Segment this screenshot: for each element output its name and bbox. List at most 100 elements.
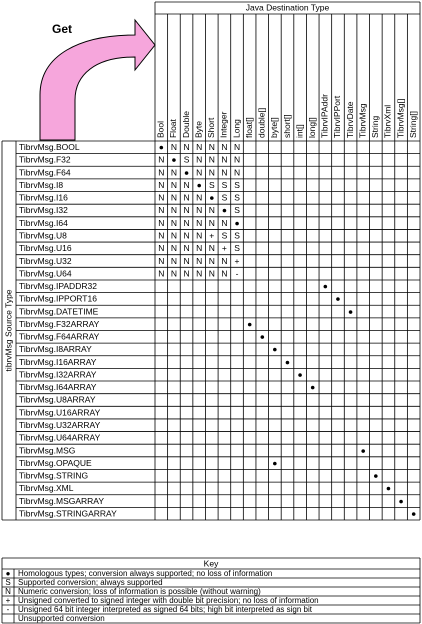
cell-symbol: ● <box>260 332 265 342</box>
key-symbol: ● <box>6 569 11 578</box>
cell-symbol: ● <box>411 508 416 518</box>
cell-symbol: N <box>183 268 189 278</box>
cell-symbol: ● <box>272 458 277 468</box>
cell-symbol: ● <box>310 382 315 392</box>
cell-symbol: N <box>183 256 189 266</box>
cell-symbol: ● <box>335 294 340 304</box>
cell-symbol: ● <box>386 483 391 493</box>
key-title: Key <box>204 558 219 568</box>
cell-symbol: ● <box>234 218 239 228</box>
cell-symbol: N <box>183 142 189 152</box>
column-header: Long <box>231 119 241 138</box>
row-label: TibrvMsg.I64 <box>19 218 68 228</box>
row-label: TibrvMsg.OPAQUE <box>19 458 92 468</box>
row-label: TibrvMsg.STRING <box>19 471 88 481</box>
row-label: TibrvMsg.U8 <box>19 231 67 241</box>
cell-symbol: N <box>221 256 227 266</box>
key-text: Supported conversion; always supported <box>18 578 163 587</box>
cell-symbol: N <box>196 243 202 253</box>
cell-symbol: N <box>196 256 202 266</box>
row-label: TibrvMsg.U64ARRAY <box>19 433 101 443</box>
row-label: TibrvMsg.F64 <box>19 167 71 177</box>
key-symbol: N <box>5 587 11 596</box>
cell-symbol: N <box>209 205 215 215</box>
key-symbol: S <box>5 578 10 587</box>
cell-symbol: S <box>234 231 240 241</box>
cell-symbol: N <box>209 167 215 177</box>
column-header: byte[] <box>269 117 279 138</box>
column-header: TibrvIPAddr <box>320 94 330 138</box>
cell-symbol: N <box>234 155 240 165</box>
cell-symbol: S <box>222 193 228 203</box>
row-label: TibrvMsg.I32ARRAY <box>19 369 97 379</box>
key-text: Unsigned converted to signed integer wit… <box>18 596 319 605</box>
cell-symbol: N <box>171 167 177 177</box>
row-label: TibrvMsg.I32 <box>19 205 68 215</box>
column-header: String <box>370 116 380 138</box>
column-header: Integer <box>219 111 229 138</box>
cell-symbol: N <box>234 167 240 177</box>
cell-symbol: ● <box>209 193 214 203</box>
cell-symbol: N <box>171 218 177 228</box>
cell-symbol: S <box>222 180 228 190</box>
cell-symbol: N <box>221 167 227 177</box>
row-label: TibrvMsg.F64ARRAY <box>19 332 100 342</box>
cell-symbol: ● <box>272 344 277 354</box>
row-label: TibrvMsg.MSG <box>19 445 75 455</box>
cell-symbol: N <box>158 155 164 165</box>
cell-symbol: N <box>171 243 177 253</box>
cell-symbol: + <box>209 231 214 241</box>
cell-symbol: N <box>158 243 164 253</box>
cell-symbol: N <box>196 142 202 152</box>
cell-symbol: N <box>183 231 189 241</box>
cell-symbol: N <box>171 256 177 266</box>
cell-symbol: N <box>221 218 227 228</box>
header-title: Java Destination Type <box>246 2 330 12</box>
key-text: Numeric conversion; loss of information … <box>18 587 261 596</box>
row-label: TibrvMsg.U16 <box>19 243 72 253</box>
cell-symbol: N <box>183 193 189 203</box>
cell-symbol: N <box>183 205 189 215</box>
cell-symbol: N <box>183 243 189 253</box>
row-label: TibrvMsg.U64 <box>19 268 72 278</box>
cell-symbol: ● <box>222 205 227 215</box>
cell-symbol: ● <box>159 142 164 152</box>
column-header: Float <box>168 118 178 138</box>
cell-symbol: S <box>222 231 228 241</box>
cell-symbol: N <box>183 180 189 190</box>
cell-symbol: N <box>221 268 227 278</box>
cell-symbol: N <box>158 231 164 241</box>
row-label: TibrvMsg.DATETIME <box>19 306 99 316</box>
cell-symbol: + <box>222 243 227 253</box>
cell-symbol: N <box>158 256 164 266</box>
cell-symbol: N <box>158 193 164 203</box>
cell-symbol: ● <box>285 357 290 367</box>
cell-symbol: N <box>209 256 215 266</box>
row-label: TibrvMsg.BOOL <box>19 142 80 152</box>
cell-symbol: N <box>171 180 177 190</box>
cell-symbol: N <box>183 218 189 228</box>
cell-symbol: S <box>234 205 240 215</box>
cell-symbol: + <box>235 256 240 266</box>
cell-symbol: N <box>196 155 202 165</box>
column-header: TibrvDate <box>345 101 355 138</box>
cell-symbol: N <box>196 167 202 177</box>
cell-symbol: S <box>234 243 240 253</box>
get-arrow <box>39 18 156 141</box>
cell-symbol: ● <box>247 319 252 329</box>
column-header: TibrvXml <box>383 105 393 138</box>
cell-symbol: N <box>158 205 164 215</box>
cell-symbol: S <box>184 155 190 165</box>
column-header: Byte <box>193 121 203 138</box>
row-label: TibrvMsg.I8 <box>19 180 63 190</box>
cell-symbol: N <box>171 193 177 203</box>
cell-symbol: N <box>158 218 164 228</box>
key-symbol: + <box>6 596 11 605</box>
row-label: TibrvMsg.IPADDR32 <box>19 281 97 291</box>
row-label: TibrvMsg.XML <box>19 483 74 493</box>
column-header: float[] <box>244 117 254 138</box>
cell-symbol: N <box>196 231 202 241</box>
cell-symbol: N <box>158 180 164 190</box>
cell-symbol: N <box>171 142 177 152</box>
